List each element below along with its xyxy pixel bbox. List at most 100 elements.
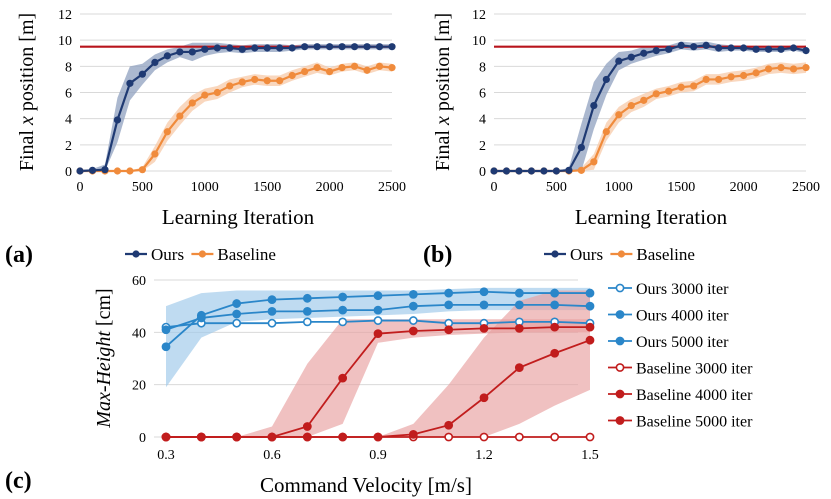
a-point-ours xyxy=(350,43,359,51)
b-point-ours xyxy=(665,45,673,53)
a-point-baseline xyxy=(201,91,209,99)
a-point-baseline xyxy=(213,88,221,97)
a-point-baseline xyxy=(263,77,271,85)
c-point-baseline-5000-iter xyxy=(550,322,560,332)
a-point-ours xyxy=(276,44,284,52)
a-point-baseline xyxy=(388,64,396,72)
a-point-ours xyxy=(388,43,396,51)
b-point-baseline xyxy=(690,82,698,90)
c-legend-marker xyxy=(615,283,625,293)
a-x-tick-label: 1000 xyxy=(191,180,219,195)
c-point-baseline-5000-iter xyxy=(267,432,277,442)
b-legend-label: Ours xyxy=(570,245,603,264)
c-legend-label: Ours 5000 iter xyxy=(636,334,729,351)
a-y-tick-label: 10 xyxy=(58,34,72,49)
b-y-tick-label: 4 xyxy=(479,113,486,128)
c-point-ours-4000-iter xyxy=(479,300,489,310)
b-point-ours xyxy=(590,101,598,110)
c-legend-marker xyxy=(615,363,625,372)
c-point-baseline-5000-iter xyxy=(479,324,489,333)
a-y-tick-label: 0 xyxy=(65,165,72,180)
b-point-ours xyxy=(615,57,623,65)
c-point-baseline-4000-iter xyxy=(444,420,454,430)
c-point-baseline-3000-iter xyxy=(479,432,489,442)
c-point-ours-5000-iter xyxy=(479,287,489,297)
b-y-tick-label: 10 xyxy=(472,34,486,49)
panel-label-a: (a) xyxy=(5,242,33,268)
b-point-baseline xyxy=(740,71,748,80)
c-tick-labels: 0 20 40 60 0.3 0.6 0.9 1.2 1.5 xyxy=(132,274,599,463)
a-x-tick-label: 1500 xyxy=(253,180,281,195)
c-point-ours-5000-iter xyxy=(302,293,312,303)
a-point-baseline xyxy=(226,82,234,90)
a-x-tick-label: 2500 xyxy=(378,180,406,195)
b-band-baseline xyxy=(494,62,806,171)
c-point-baseline-4000-iter xyxy=(585,335,595,345)
b-y-tick-label: 6 xyxy=(479,87,486,102)
c-legend-marker xyxy=(615,416,625,425)
a-point-ours xyxy=(288,44,296,52)
b-point-ours xyxy=(740,44,748,52)
a-point-baseline xyxy=(288,71,296,80)
c-x-tick-label: 0.6 xyxy=(263,448,281,463)
b-point-ours xyxy=(677,41,685,50)
a-point-ours xyxy=(76,167,84,175)
a-legend-label: Baseline xyxy=(217,245,276,264)
b-point-ours xyxy=(565,166,573,174)
a-point-ours xyxy=(151,58,159,67)
b-point-ours xyxy=(652,47,660,55)
c-x-tick-label: 1.2 xyxy=(475,448,493,463)
a-point-baseline xyxy=(113,167,122,175)
a-point-baseline xyxy=(251,75,259,84)
b-point-ours xyxy=(552,167,561,175)
a-point-ours xyxy=(313,43,321,51)
a-point-ours xyxy=(338,43,346,51)
c-band-baseline-5000-iter xyxy=(166,319,590,437)
a-point-ours xyxy=(113,116,122,124)
c-point-ours-4000-iter xyxy=(550,300,560,310)
b-point-ours xyxy=(640,49,648,57)
c-point-ours-4000-iter xyxy=(373,305,383,315)
c-point-ours-5000-iter xyxy=(514,288,524,298)
b-point-baseline xyxy=(640,96,648,104)
a-point-ours xyxy=(126,79,134,87)
a-point-baseline xyxy=(363,66,371,74)
c-y-tick-label: 60 xyxy=(132,274,146,289)
a-point-baseline xyxy=(350,62,359,70)
c-point-ours-4000-iter xyxy=(408,301,418,311)
a-legend-marker xyxy=(132,250,140,258)
b-point-baseline xyxy=(777,64,785,72)
b-point-baseline xyxy=(715,75,723,84)
b-point-baseline xyxy=(727,73,735,81)
b-series-lines xyxy=(494,44,807,173)
b-x-tick-label: 2000 xyxy=(730,180,758,195)
c-point-baseline-5000-iter xyxy=(232,432,242,442)
b-point-ours xyxy=(690,43,698,51)
b-point-baseline xyxy=(752,69,760,77)
a-point-ours xyxy=(226,44,234,52)
a-point-ours xyxy=(375,43,384,51)
c-legend-label: Baseline 5000 iter xyxy=(636,414,753,431)
a-x-tick-label: 0 xyxy=(77,180,84,195)
a-point-ours xyxy=(301,43,309,51)
c-y-axis-label: Max-Height [cm] xyxy=(93,288,115,428)
c-point-ours-4000-iter xyxy=(302,306,312,316)
c-legend-marker xyxy=(615,310,625,319)
a-point-baseline xyxy=(188,99,196,107)
b-legend-marker xyxy=(617,250,626,258)
c-y-tick-label: 0 xyxy=(139,431,146,446)
a-data-markers xyxy=(76,43,396,175)
c-legend-label: Baseline 4000 iter xyxy=(636,387,753,404)
c-point-baseline-5000-iter xyxy=(408,326,418,336)
panel-b: 0 2 4 6 8 10 12 0 500 1000 1500 2000 2500 Learning I… xyxy=(423,8,820,268)
c-legend-label: Baseline 3000 iter xyxy=(636,361,753,378)
c-legend-label: Ours 3000 iter xyxy=(636,281,729,298)
c-point-ours-3000-iter xyxy=(302,317,312,327)
c-legend: Ours 3000 iter Ours 4000 iter Ours 5000 it… xyxy=(608,281,753,431)
a-band-baseline xyxy=(80,62,392,171)
b-point-baseline xyxy=(677,83,685,91)
a-point-ours xyxy=(238,45,246,53)
b-y-tick-label: 8 xyxy=(479,60,486,75)
c-point-baseline-5000-iter xyxy=(196,432,206,442)
